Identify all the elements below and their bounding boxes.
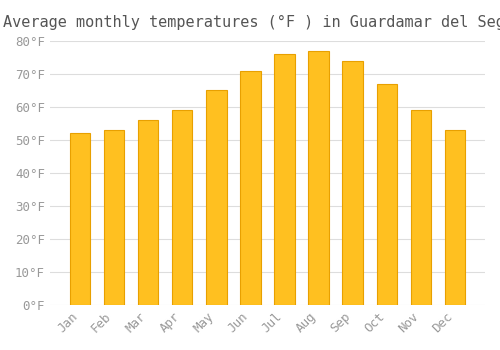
Bar [240, 71, 260, 305]
Bar [70, 133, 90, 305]
Bar [206, 90, 227, 305]
Bar [376, 84, 397, 305]
Bar [445, 130, 465, 305]
Bar [172, 110, 193, 305]
Bar [342, 61, 363, 305]
Title: Average monthly temperatures (°F ) in Guardamar del Segura: Average monthly temperatures (°F ) in Gu… [3, 15, 500, 30]
Bar [274, 54, 294, 305]
Bar [138, 120, 158, 305]
Bar [104, 130, 124, 305]
Bar [410, 110, 431, 305]
Bar [308, 51, 329, 305]
